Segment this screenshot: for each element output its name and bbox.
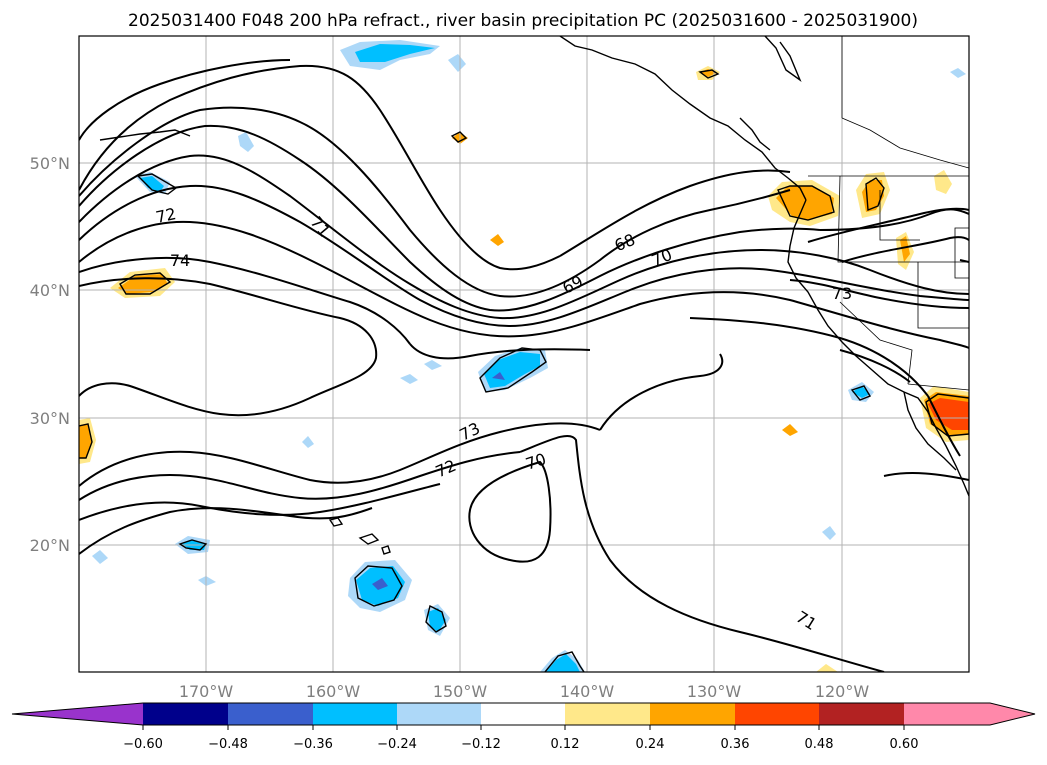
- colorbar-bin: [565, 703, 650, 725]
- neg-patch: [372, 578, 388, 590]
- colorbar-bin: [397, 703, 481, 725]
- colorbar-bin: [650, 703, 735, 725]
- pos-patch: [782, 424, 798, 436]
- colorbar-tick-label: −0.12: [461, 737, 501, 752]
- latitude-labels: 50°N 40°N 30°N 20°N: [30, 154, 70, 555]
- lon-label-160w: 160°W: [306, 682, 361, 701]
- colorbar-tick-label: −0.60: [123, 737, 163, 752]
- neg-patch: [302, 436, 314, 448]
- neg-patch: [448, 54, 466, 72]
- lon-label-120w: 120°W: [815, 682, 870, 701]
- neg-patch: [355, 44, 435, 62]
- lon-label-130w: 130°W: [687, 682, 742, 701]
- figure-title: 2025031400 F048 200 hPa refract., river …: [128, 11, 918, 31]
- colorbar-tick-label: 0.36: [721, 737, 750, 752]
- neg-patch: [822, 526, 836, 540]
- colorbar-tick-label: 0.24: [636, 737, 665, 752]
- lat-label-40: 40°N: [30, 281, 70, 300]
- colorbar-extend-high: [904, 703, 1035, 725]
- colorbar-tick-label: 0.48: [805, 737, 834, 752]
- colorbar: −0.60 −0.48 −0.36 −0.24 −0.12 0.12 0.24 …: [11, 702, 1036, 752]
- colorbar-ticks: [142, 725, 905, 730]
- longitude-labels: 170°W 160°W 150°W 140°W 130°W 120°W: [179, 682, 870, 701]
- colorbar-tick-label: 0.12: [551, 737, 580, 752]
- neg-patch: [428, 608, 446, 632]
- pos-patch: [816, 664, 838, 672]
- colorbar-bin: [735, 703, 819, 725]
- pos-patch: [928, 398, 969, 430]
- colorbar-tick-label: −0.24: [377, 737, 417, 752]
- lon-label-170w: 170°W: [179, 682, 234, 701]
- neg-patch: [238, 132, 254, 152]
- neg-patch: [492, 372, 505, 380]
- neg-patch: [852, 386, 870, 398]
- lat-label-50: 50°N: [30, 154, 70, 173]
- neg-patch: [484, 352, 540, 388]
- graticule: [79, 36, 969, 672]
- neg-patch: [400, 374, 418, 384]
- neg-patch: [950, 68, 966, 78]
- colorbar-bin: [143, 703, 228, 725]
- refractivity-contours: [79, 59, 969, 672]
- colorbar-tick-label: −0.36: [293, 737, 333, 752]
- colorbar-extend-low: [12, 703, 143, 725]
- neg-patch: [546, 654, 580, 672]
- contour-label: 74: [170, 251, 190, 270]
- pos-patch: [900, 236, 910, 262]
- contour-label: 73: [832, 284, 852, 303]
- neg-patch: [198, 576, 216, 586]
- colorbar-bin: [228, 703, 313, 725]
- colorbar-bin: [819, 703, 904, 725]
- lat-label-30: 30°N: [30, 409, 70, 428]
- colorbar-bin: [313, 703, 397, 725]
- contour-label: 72: [154, 204, 178, 227]
- colorbar-bin: [481, 703, 565, 725]
- neg-patch: [424, 360, 442, 370]
- neg-patch: [140, 176, 164, 192]
- lon-label-150w: 150°W: [433, 682, 488, 701]
- map-frame: [78, 35, 970, 673]
- pos-patch: [490, 234, 504, 246]
- colorbar-tick-label: −0.48: [208, 737, 248, 752]
- lat-label-20: 20°N: [30, 536, 70, 555]
- lon-label-140w: 140°W: [560, 682, 615, 701]
- neg-patch: [92, 550, 108, 564]
- colorbar-tick-label: 0.60: [890, 737, 919, 752]
